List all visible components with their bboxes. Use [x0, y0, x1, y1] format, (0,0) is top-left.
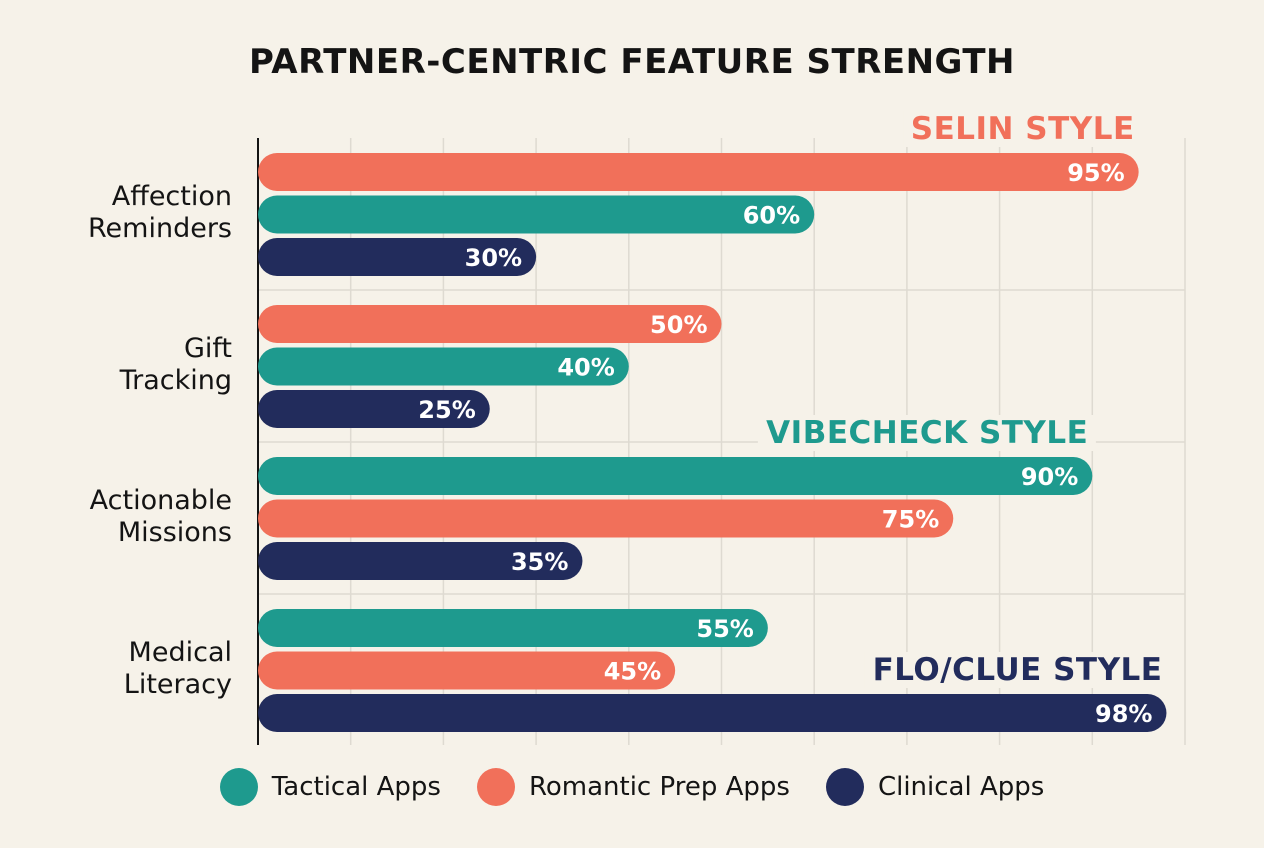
category-label-line: Affection [111, 180, 232, 212]
bar-value-label: 25% [418, 396, 475, 424]
legend: Tactical Apps Romantic Prep Apps Clinica… [0, 768, 1264, 806]
category-label-actionable-missions: Actionable Missions [12, 485, 232, 549]
bar-value-label: 30% [465, 244, 522, 272]
category-label-line: Reminders [88, 212, 232, 244]
legend-label-clinical: Clinical Apps [877, 772, 1045, 802]
bar-value-label: 98% [1095, 700, 1152, 728]
bar-medical-literacy-tactical-apps [258, 609, 768, 647]
category-label-line: Missions [117, 516, 232, 548]
legend-swatch-tactical [219, 768, 258, 806]
bar-value-label: 90% [1021, 463, 1078, 491]
bar-medical-literacy-clinical-apps [258, 694, 1167, 732]
legend-swatch-clinical [825, 768, 864, 806]
bar-value-label: 60% [743, 202, 800, 230]
bar-value-label: 40% [557, 354, 614, 382]
bar-layer: 95% 60% 30% 50% 40% 25% 90% 75% 35% 55% 45% 98% [258, 153, 1167, 732]
bar-affection-reminders-romantic-prep-apps [258, 153, 1139, 191]
grid-layer [257, 138, 1186, 745]
annotation-selin-style: SELIN STYLE [902, 111, 1143, 147]
bar-value-label: 95% [1067, 159, 1124, 187]
category-label-line: Actionable [89, 484, 232, 516]
bar-value-label: 50% [650, 311, 707, 339]
bar-actionable-missions-clinical-apps [258, 542, 583, 580]
bar-affection-reminders-clinical-apps [258, 238, 537, 276]
annotation-flo-clue-style: FLO/CLUE STYLE [864, 652, 1171, 688]
legend-item-tactical: Tactical Apps [219, 768, 441, 806]
category-label-affection-reminders: Affection Reminders [12, 181, 232, 245]
bar-gift-tracking-romantic-prep-apps [258, 305, 722, 343]
legend-item-clinical: Clinical Apps [825, 768, 1045, 806]
category-label-medical-literacy: Medical Literacy [12, 637, 232, 701]
category-label-gift-tracking: Gift Tracking [12, 333, 232, 397]
bar-affection-reminders-tactical-apps [258, 195, 815, 234]
bar-value-label: 55% [696, 615, 753, 643]
category-label-line: Tracking [119, 364, 232, 396]
bar-value-label: 45% [604, 658, 661, 686]
bar-actionable-missions-romantic-prep-apps [258, 499, 954, 538]
category-label-line: Gift [183, 332, 232, 364]
chart-title: PARTNER-CENTRIC FEATURE STRENGTH [248, 42, 1016, 82]
bar-medical-literacy-romantic-prep-apps [258, 651, 676, 690]
category-label-line: Literacy [123, 668, 232, 700]
bar-value-label: 75% [882, 506, 939, 534]
bar-gift-tracking-clinical-apps [258, 390, 490, 428]
legend-swatch-romantic-prep [476, 768, 515, 806]
legend-label-tactical: Tactical Apps [271, 772, 441, 802]
bar-gift-tracking-tactical-apps [258, 347, 629, 386]
bar-value-label: 35% [511, 548, 568, 576]
legend-label-romantic-prep: Romantic Prep Apps [528, 772, 790, 802]
category-label-line: Medical [128, 636, 232, 668]
bar-actionable-missions-tactical-apps [258, 457, 1093, 495]
legend-item-romantic-prep: Romantic Prep Apps [476, 768, 790, 806]
annotation-vibecheck-style: VIBECHECK STYLE [758, 415, 1097, 451]
